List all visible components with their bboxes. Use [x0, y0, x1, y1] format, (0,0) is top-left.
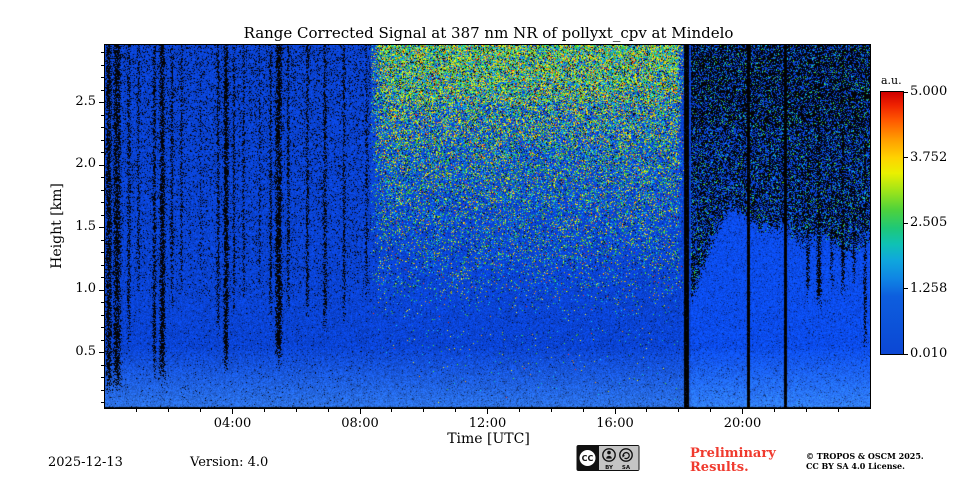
heatmap-canvas — [105, 45, 870, 408]
x-major-tick — [614, 409, 616, 414]
x-minor-tick — [837, 409, 839, 412]
date-label: 2025-12-13 — [48, 455, 123, 470]
x-minor-tick — [168, 409, 170, 412]
x-minor-tick — [710, 409, 712, 412]
copyright-line2: CC BY SA 4.0 License. — [806, 461, 905, 471]
x-tick-label: 04:00 — [213, 416, 252, 431]
x-minor-tick — [550, 409, 552, 412]
x-minor-tick — [805, 409, 807, 412]
y-tick-label: 2.5 — [75, 93, 96, 109]
y-tick-label: 0.5 — [75, 343, 96, 359]
x-minor-tick — [455, 409, 457, 412]
cc-logo-text: CC — [582, 454, 594, 463]
x-minor-tick — [646, 409, 648, 412]
version-label: Version: 4.0 — [190, 455, 269, 470]
preliminary-results-note: Preliminary Results. — [690, 447, 776, 475]
preliminary-line1: Preliminary — [690, 446, 776, 461]
x-minor-tick — [391, 409, 393, 412]
by-person-body — [606, 455, 612, 459]
colorbar-tick-label: 2.505 — [910, 215, 948, 230]
by-person-icon — [602, 448, 616, 462]
sa-arrow-arc — [622, 451, 630, 460]
x-minor-tick — [582, 409, 584, 412]
colorbar — [880, 91, 904, 355]
colorbar-tick — [904, 91, 908, 93]
x-tick-label: 16:00 — [596, 416, 634, 431]
x-major-tick — [742, 409, 743, 414]
x-major-tick — [359, 409, 361, 414]
x-minor-tick — [295, 409, 297, 412]
cc-by-sa-badge: CC BY SA — [576, 445, 640, 471]
colorbar-tick-label: 3.752 — [910, 149, 948, 165]
y-tick-label: 1.0 — [75, 281, 96, 297]
x-major-tick — [487, 409, 488, 414]
by-person-head — [607, 450, 611, 455]
colorbar-unit-label: a.u. — [881, 74, 902, 87]
plot-title: Range Corrected Signal at 387 nm NR of p… — [243, 24, 734, 42]
sa-caption: SA — [622, 465, 631, 471]
x-minor-tick — [136, 409, 138, 412]
x-minor-tick — [773, 409, 775, 412]
x-minor-tick — [423, 409, 425, 412]
sa-arrow-icon — [619, 448, 633, 462]
x-axis-label: Time [UTC] — [447, 431, 530, 447]
copyright-line1: © TROPOS & OSCM 2025. — [806, 451, 924, 461]
x-major-tick — [232, 409, 233, 414]
by-caption: BY — [605, 465, 614, 471]
y-axis-label: Height [km] — [49, 183, 65, 269]
colorbar-tick — [904, 288, 908, 289]
cc-circle — [579, 450, 596, 466]
colorbar-tick-label: 5.000 — [910, 84, 948, 99]
x-minor-tick — [327, 409, 329, 412]
x-minor-tick — [518, 409, 520, 412]
colorbar-tick — [904, 222, 908, 224]
x-tick-label: 12:00 — [468, 416, 507, 431]
plot-area — [104, 44, 871, 409]
x-tick-label: 08:00 — [341, 416, 379, 431]
colorbar-tick — [904, 353, 908, 355]
x-minor-tick — [678, 409, 680, 412]
preliminary-line2: Results. — [690, 460, 749, 475]
copyright-note: © TROPOS & OSCM 2025. CC BY SA 4.0 Licen… — [806, 451, 924, 471]
x-minor-tick — [263, 409, 265, 412]
colorbar-tick-label: 1.258 — [910, 280, 948, 296]
y-tick-label: 2.0 — [75, 156, 96, 172]
colorbar-tick-label: 0.010 — [910, 346, 948, 361]
sa-arrow-head — [622, 454, 625, 458]
colorbar-gradient — [881, 92, 903, 354]
x-tick-label: 20:00 — [723, 416, 762, 431]
x-minor-tick — [200, 409, 202, 412]
colorbar-tick — [904, 157, 908, 158]
